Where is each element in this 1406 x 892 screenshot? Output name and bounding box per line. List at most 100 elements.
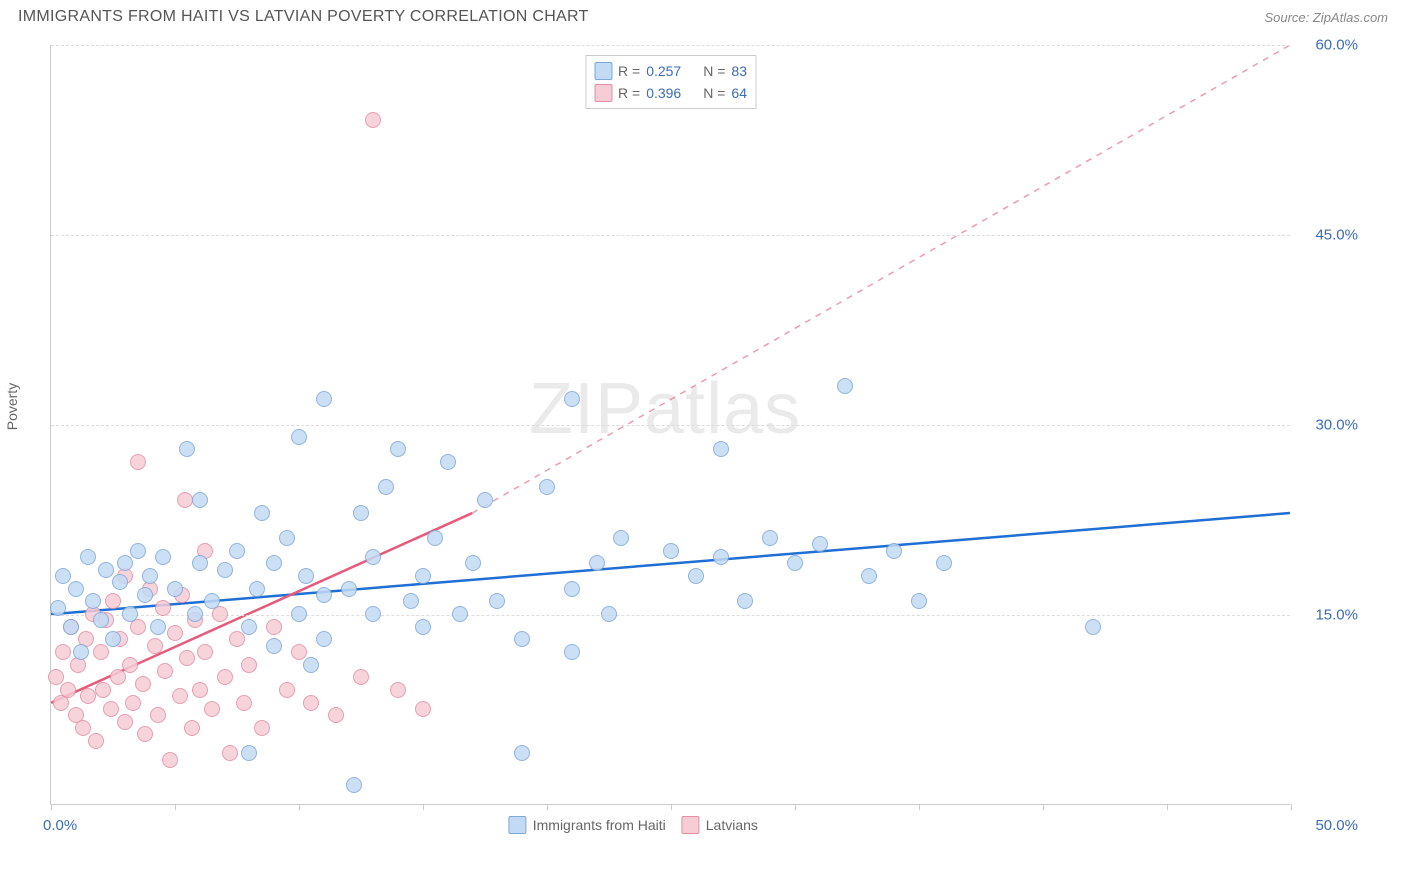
data-point [85,593,101,609]
data-point [837,378,853,394]
series-2-label: Latvians [706,817,758,833]
data-point [390,441,406,457]
data-point [316,391,332,407]
data-point [147,638,163,654]
data-point [613,530,629,546]
y-axis-label: Poverty [4,383,20,430]
swatch-blue [594,62,612,80]
data-point [291,429,307,445]
y-tick-label: 30.0% [1315,417,1358,434]
x-tick [423,804,424,810]
data-point [217,562,233,578]
data-point [135,676,151,692]
data-point [1085,619,1101,635]
x-tick [1291,804,1292,810]
data-point [157,663,173,679]
legend-item-1: Immigrants from Haiti [509,816,666,834]
n-value-1: 83 [731,63,747,79]
data-point [88,733,104,749]
data-point [105,593,121,609]
data-point [737,593,753,609]
data-point [75,720,91,736]
data-point [167,625,183,641]
data-point [217,669,233,685]
data-point [390,682,406,698]
data-point [130,454,146,470]
series-1-label: Immigrants from Haiti [533,817,666,833]
data-point [346,777,362,793]
data-point [103,701,119,717]
grid-line [51,615,1290,616]
x-tick [51,804,52,810]
data-point [539,479,555,495]
legend-row-2: R = 0.396 N = 64 [594,82,747,104]
data-point [713,549,729,565]
data-point [167,581,183,597]
data-point [137,587,153,603]
data-point [179,441,195,457]
data-point [365,112,381,128]
data-point [514,745,530,761]
data-point [440,454,456,470]
source-label: Source: ZipAtlas.com [1264,10,1388,25]
data-point [415,619,431,635]
data-point [55,644,71,660]
data-point [80,549,96,565]
grid-line [51,45,1290,46]
n-label: N = [703,63,725,79]
data-point [110,669,126,685]
data-point [73,644,89,660]
data-point [80,688,96,704]
grid-line [51,235,1290,236]
r-value-2: 0.396 [646,85,681,101]
data-point [117,555,133,571]
data-point [601,606,617,622]
data-point [192,555,208,571]
data-point [155,600,171,616]
data-point [266,619,282,635]
data-point [177,492,193,508]
data-point [688,568,704,584]
data-point [415,701,431,717]
data-point [117,714,133,730]
data-point [365,549,381,565]
data-point [564,581,580,597]
data-point [762,530,778,546]
data-point [279,682,295,698]
data-point [911,593,927,609]
data-point [50,600,66,616]
data-point [341,581,357,597]
x-tick [795,804,796,810]
page-title: IMMIGRANTS FROM HAITI VS LATVIAN POVERTY… [18,8,589,26]
data-point [713,441,729,457]
r-label-2: R = [618,85,640,101]
data-point [663,543,679,559]
data-point [192,682,208,698]
x-tick [1167,804,1168,810]
data-point [353,505,369,521]
data-point [936,555,952,571]
swatch-pink [594,84,612,102]
data-point [291,644,307,660]
data-point [137,726,153,742]
y-tick-label: 60.0% [1315,37,1358,54]
data-point [303,657,319,673]
data-point [353,669,369,685]
data-point [142,568,158,584]
data-point [861,568,877,584]
data-point [241,657,257,673]
r-label: R = [618,63,640,79]
data-point [249,581,265,597]
data-point [378,479,394,495]
data-point [564,644,580,660]
data-point [98,562,114,578]
x-tick [299,804,300,810]
series-legend: Immigrants from Haiti Latvians [509,816,758,834]
data-point [93,612,109,628]
data-point [55,568,71,584]
data-point [48,669,64,685]
legend-item-2: Latvians [682,816,758,834]
data-point [60,682,76,698]
data-point [886,543,902,559]
data-point [122,657,138,673]
